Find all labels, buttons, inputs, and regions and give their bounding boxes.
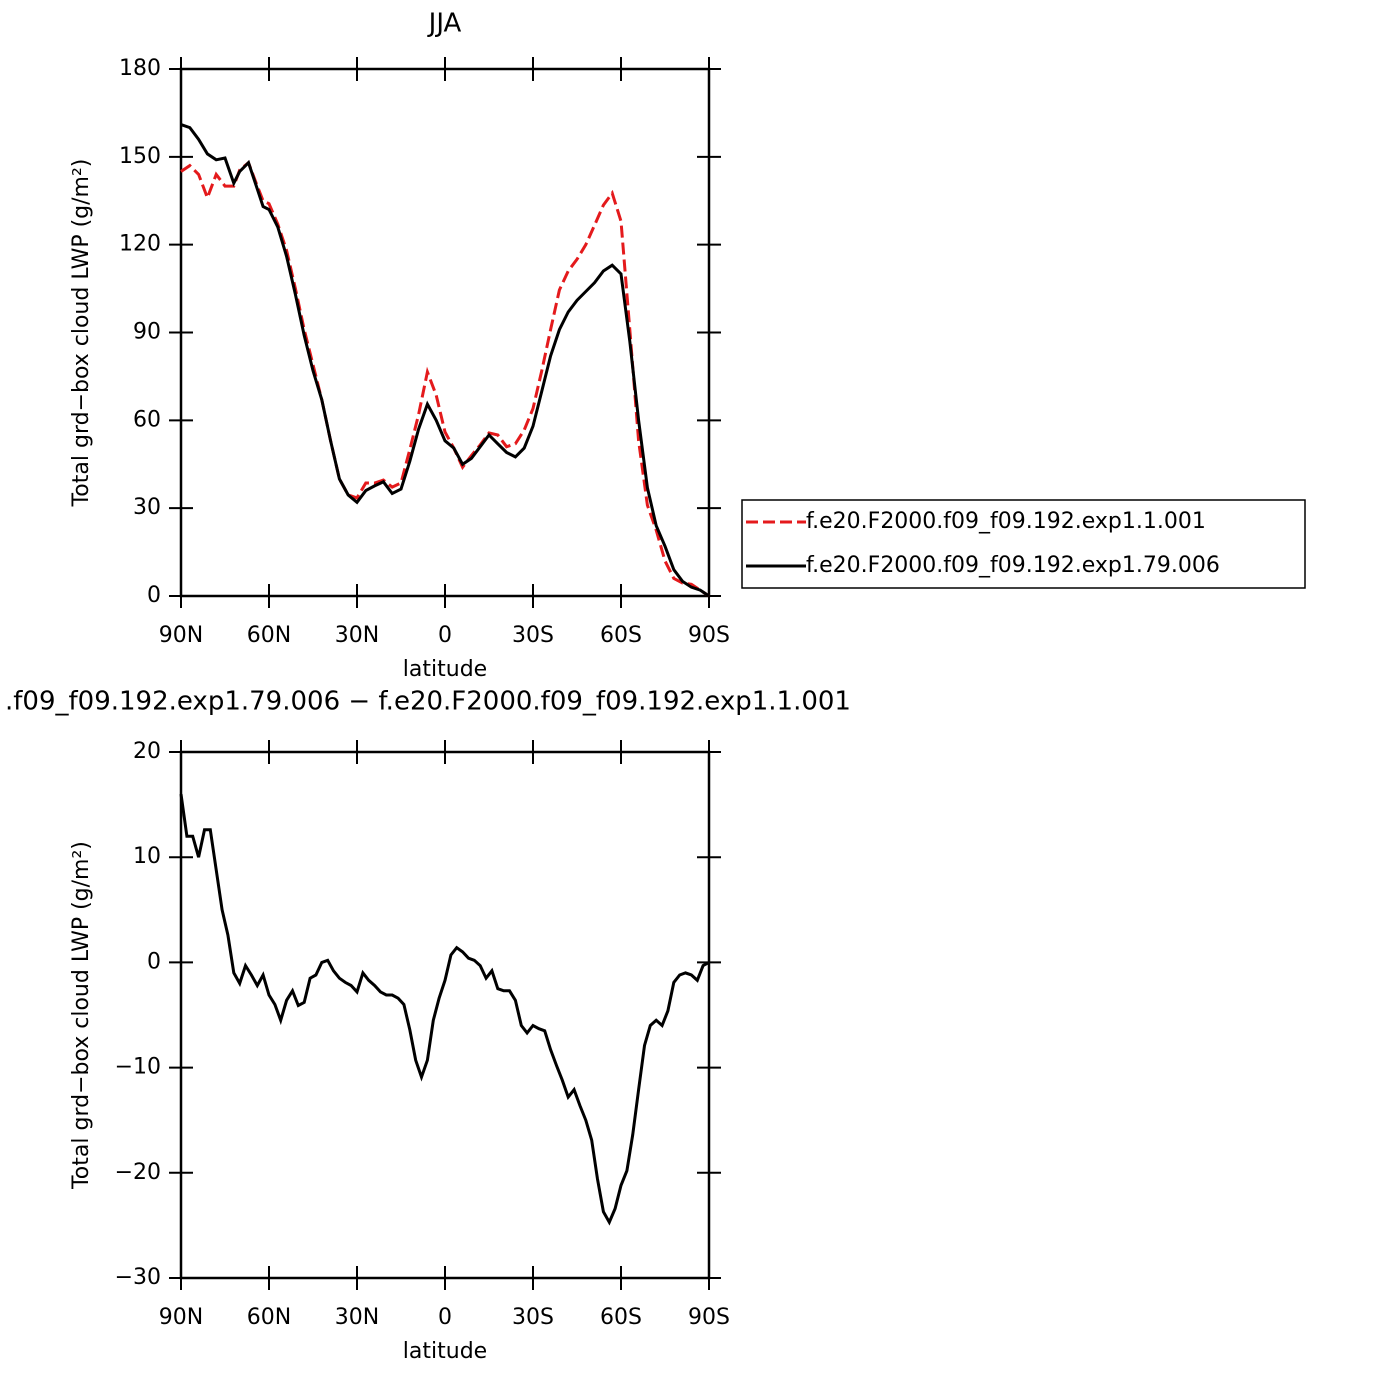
x-tick-label: 60N [247,623,291,648]
x-tick-label: 30S [512,1305,554,1330]
y-tick-label: −30 [115,1265,161,1290]
y-axis-label: Total grd−box cloud LWP (g/m²) [69,841,94,1190]
y-tick-label: 0 [147,949,161,974]
chart-title: .f09_f09.192.exp1.79.006 − f.e20.F2000.f… [5,687,851,717]
x-tick-label: 90N [159,623,203,648]
y-tick-label: 10 [133,844,161,869]
x-tick-label: 60N [247,1305,291,1330]
x-axis-label: latitude [403,1339,487,1364]
x-tick-label: 0 [438,1305,452,1330]
chart-title: JJA [427,9,462,39]
series-line [180,160,710,598]
series-line [180,123,710,598]
y-tick-label: 20 [133,739,161,764]
y-tick-label: 0 [147,583,161,608]
y-tick-label: 150 [119,144,161,169]
y-tick-label: 60 [133,407,161,432]
y-tick-label: −20 [115,1160,161,1185]
x-axis-label: latitude [403,657,487,682]
series-line [179,793,710,1226]
y-axis-label: Total grd−box cloud LWP (g/m²) [69,159,94,508]
plot-frame [179,750,711,1280]
x-tick-label: 90N [159,1305,203,1330]
x-tick-label: 30S [512,623,554,648]
y-tick-label: 120 [119,232,161,257]
y-tick-label: −10 [115,1055,161,1080]
x-tick-label: 30N [335,623,379,648]
legend-label: f.e20.F2000.f09_f09.192.exp1.79.006 [806,553,1220,578]
legend-box [741,499,1306,589]
x-tick-label: 30N [335,1305,379,1330]
x-tick-label: 60S [600,623,642,648]
y-tick-label: 90 [133,320,161,345]
x-tick-label: 60S [600,1305,642,1330]
x-tick-label: 90S [688,623,730,648]
legend-label: f.e20.F2000.f09_f09.192.exp1.1.001 [806,509,1206,534]
y-tick-label: 180 [119,56,161,81]
y-tick-label: 30 [133,495,161,520]
x-tick-label: 90S [688,1305,730,1330]
x-tick-label: 0 [438,623,452,648]
